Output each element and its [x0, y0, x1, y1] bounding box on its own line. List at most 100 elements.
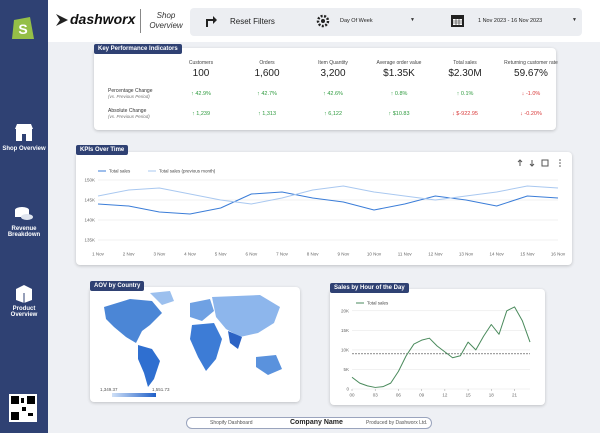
- svg-text:S: S: [18, 21, 27, 37]
- kpi-value: 100: [192, 68, 210, 79]
- x-tick-label: 16 Nov: [551, 252, 566, 257]
- map-title: AOV by Country: [90, 281, 145, 291]
- change-value: 42.6%: [298, 91, 368, 97]
- change-value: 1,239: [166, 111, 236, 117]
- y-tick-label: 5K: [343, 367, 349, 372]
- kpi-value: 3,200: [320, 68, 346, 79]
- brand: dashworx: [70, 11, 136, 27]
- footer: [186, 417, 432, 429]
- y-tick-label: 0: [346, 387, 349, 392]
- y-tick-label: 15K: [341, 328, 349, 333]
- kpi-label: Customers: [188, 60, 214, 66]
- line-card: [76, 152, 572, 265]
- change-value: $-922.95: [430, 111, 500, 117]
- reset-filters[interactable]: Reset Filters: [230, 17, 275, 26]
- x-tick-label: 21: [512, 393, 518, 398]
- change-value: -0.20%: [496, 111, 566, 117]
- x-tick-label: 4 Nov: [184, 252, 197, 257]
- legend-min: 1,349.37: [100, 387, 118, 392]
- change-value: $10.83: [364, 111, 434, 117]
- y-tick-label: 20K: [341, 308, 349, 313]
- x-tick-label: 03: [373, 393, 379, 398]
- kpi-value: 59.67%: [514, 68, 548, 79]
- y-tick-label: 10K: [341, 347, 349, 352]
- x-tick-label: 9 Nov: [337, 252, 350, 257]
- y-tick-label: 150K: [84, 178, 95, 183]
- change-value: 42.9%: [166, 91, 236, 97]
- filter-bar: [190, 8, 582, 36]
- change-value: 6,122: [298, 111, 368, 117]
- shop-icon: [15, 124, 33, 141]
- y-tick-label: 145K: [84, 198, 95, 203]
- kpi-column: Total sales $2.30M: [430, 60, 500, 79]
- change-value: 0.8%: [364, 91, 434, 97]
- x-tick-label: 10 Nov: [367, 252, 382, 257]
- kpi-column: Item Quantity 3,200: [298, 60, 368, 79]
- dimension-icon: [316, 14, 330, 28]
- chart-title: Sales by Hour of the Day: [330, 283, 409, 293]
- x-tick-label: 12: [442, 393, 448, 398]
- chart-title: KPIs Over Time: [76, 145, 129, 155]
- product-icon: [16, 285, 32, 303]
- x-tick-label: 15 Nov: [520, 252, 535, 257]
- row-sub: (vs. Previous Period): [108, 114, 150, 119]
- dimension-dropdown[interactable]: Day Of Week: [340, 18, 373, 24]
- divider: [140, 9, 141, 33]
- x-tick-label: 12 Nov: [428, 252, 443, 257]
- kpi-column: Returning customer rate 59.67%: [496, 60, 566, 79]
- x-tick-label: 18: [489, 393, 495, 398]
- x-tick-label: 2 Nov: [123, 252, 136, 257]
- dropdown-caret: ▼: [572, 17, 577, 23]
- x-tick-label: 06: [396, 393, 402, 398]
- qr-code: [9, 394, 37, 422]
- kpi-value: $1.35K: [383, 68, 415, 79]
- chart-toolbar[interactable]: [516, 158, 566, 168]
- line-chart: 135K 140K 145K 150K 1 Nov 2 Nov 3 Nov 4 Nov 5 No…: [84, 169, 566, 257]
- dropdown-caret: ▼: [410, 17, 415, 23]
- nav-item[interactable]: Shop Overview: [2, 146, 46, 152]
- kpi-label: Total sales: [453, 60, 477, 66]
- x-tick-label: 13 Nov: [459, 252, 474, 257]
- change-value: -1.0%: [496, 91, 566, 97]
- calendar-icon: [451, 15, 464, 27]
- x-tick-label: 7 Nov: [276, 252, 289, 257]
- y-tick-label: 135K: [84, 238, 95, 243]
- world-map: 1,349.37 1,551.73: [100, 291, 282, 397]
- change-value: 42.7%: [232, 91, 302, 97]
- legend-label: Total sales: [367, 301, 389, 306]
- x-tick-label: 11 Nov: [398, 252, 413, 257]
- legend-label: Total sales: [109, 169, 131, 174]
- series-line: [97, 191, 559, 215]
- row-label: Absolute Change: [108, 108, 147, 114]
- x-tick-label: 14 Nov: [490, 252, 505, 257]
- kpi-label: Item Quantity: [318, 60, 348, 66]
- legend-max: 1,551.73: [152, 387, 170, 392]
- legend-label: Total sales (previous month): [159, 169, 216, 174]
- change-value: 0.1%: [430, 91, 500, 97]
- date-range[interactable]: 1 Nov 2023 - 16 Nov 2023: [478, 18, 543, 24]
- kpi-value: $2.30M: [448, 68, 482, 79]
- x-tick-label: 6 Nov: [245, 252, 258, 257]
- page-title: Shop Overview: [149, 11, 183, 30]
- footer-right: Produced by Dashworx Ltd.: [366, 420, 428, 426]
- footer-center: Company Name: [290, 419, 343, 426]
- x-tick-label: 8 Nov: [307, 252, 320, 257]
- row-sub: (vs. Previous Period): [108, 94, 150, 99]
- nav-item[interactable]: Revenue Breakdown: [7, 226, 41, 238]
- brand-icon: [56, 14, 68, 26]
- x-tick-label: 1 Nov: [92, 252, 105, 257]
- kpi-label: Returning customer rate: [504, 60, 558, 66]
- x-tick-label: 09: [419, 393, 425, 398]
- x-tick-label: 5 Nov: [215, 252, 228, 257]
- kpi-value: 1,600: [254, 68, 280, 79]
- nav-item[interactable]: Product Overview: [10, 306, 38, 318]
- kpi-column: Average order value $1.35K: [364, 60, 434, 79]
- shopify-logo[interactable]: S: [8, 12, 38, 42]
- x-tick-label: 3 Nov: [153, 252, 166, 257]
- kpi-label: Average order value: [376, 60, 422, 66]
- kpi-title: Key Performance Indicators: [94, 44, 182, 54]
- row-label: Percentage Change: [108, 88, 153, 94]
- revenue-icon: [15, 207, 33, 220]
- y-tick-label: 140K: [84, 218, 95, 223]
